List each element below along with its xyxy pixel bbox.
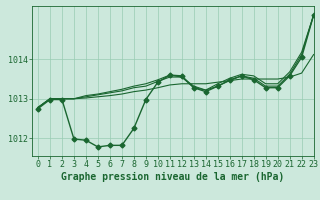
X-axis label: Graphe pression niveau de la mer (hPa): Graphe pression niveau de la mer (hPa) — [61, 172, 284, 182]
